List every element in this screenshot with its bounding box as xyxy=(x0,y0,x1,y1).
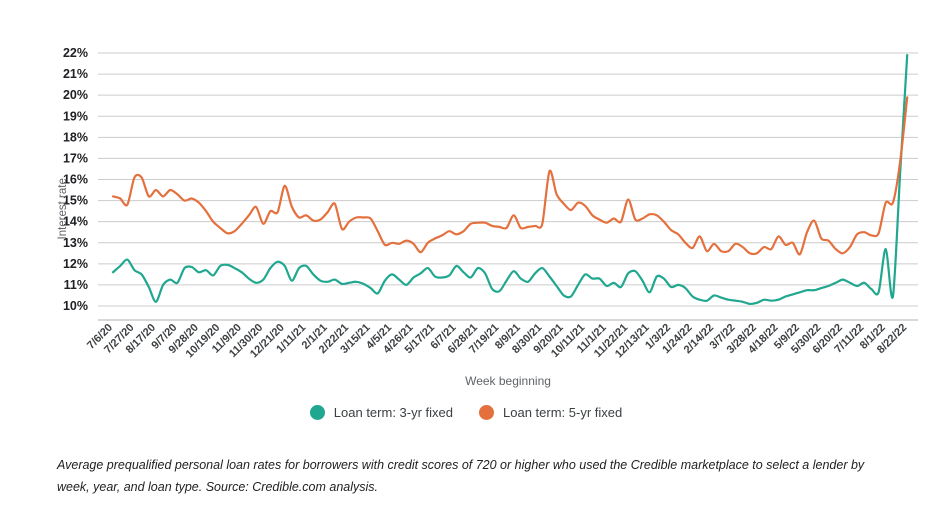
rate-line-chart: 22% 21% 20% 19% 18% 17% 16% 15% 14% 13% 12% 11% 10% 7… xyxy=(57,46,918,388)
y-tick-label: 16% xyxy=(63,173,88,187)
legend-dot-icon xyxy=(309,405,325,420)
series-line-5yr-fixed xyxy=(111,96,909,256)
chart-caption: Average prequalified personal loan rates… xyxy=(57,458,865,494)
series-line-3yr-fixed xyxy=(111,54,909,306)
y-tick-label: 21% xyxy=(63,67,88,81)
legend-label: Loan term: 5-yr fixed xyxy=(503,405,623,420)
y-tick-label: 12% xyxy=(63,257,88,271)
legend-item-5yr-fixed: Loan term: 5-yr fixed xyxy=(479,405,622,420)
chart-canvas: 22%21%20%19%18%17%16%15%14%13%12%11%10%7… xyxy=(57,46,918,388)
y-tick-label: 18% xyxy=(63,130,88,144)
y-tick-label: 10% xyxy=(63,299,88,313)
y-tick-label: 13% xyxy=(63,236,88,250)
y-tick-label: 17% xyxy=(63,151,88,165)
y-tick-label: 22% xyxy=(63,46,88,60)
y-axis-title: Interest rate xyxy=(57,178,69,239)
legend-dot-icon xyxy=(479,405,494,420)
y-tick-label: 20% xyxy=(63,88,88,102)
y-tick-label: 14% xyxy=(63,215,88,229)
y-tick-label: 11% xyxy=(64,278,88,292)
legend-item-3yr-fixed: Loan term: 3-yr fixed xyxy=(309,405,453,420)
x-axis-title: Week beginning xyxy=(465,374,551,388)
y-tick-label: 19% xyxy=(63,109,88,123)
y-tick-label: 15% xyxy=(63,194,88,208)
legend-label: Loan term: 3-yr fixed xyxy=(333,405,453,420)
chart-legend: Loan term: 3-yr fixed Loan term: 5-yr fix… xyxy=(0,405,932,420)
